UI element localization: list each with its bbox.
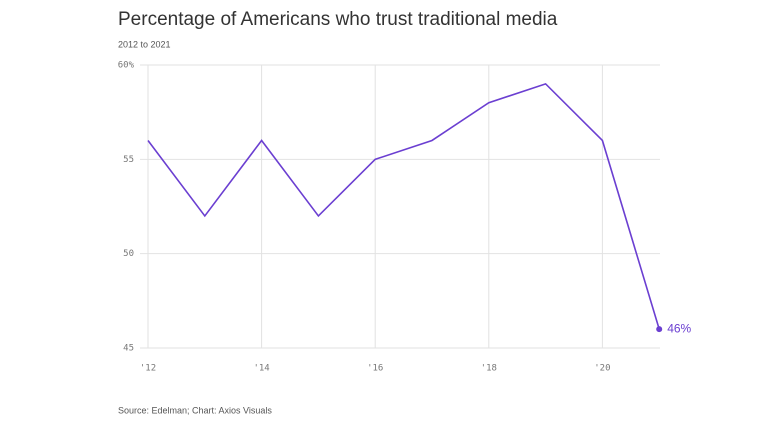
x-tick-label: '14 [253, 364, 269, 374]
x-tick-label: '16 [367, 364, 383, 374]
chart-subtitle: 2012 to 2021 [118, 39, 171, 49]
x-tick-label: '18 [481, 364, 497, 374]
line [147, 82, 660, 330]
y-tick-label: 50 [123, 249, 134, 259]
y-tick-label: 55 [123, 155, 134, 165]
chart-title: Percentage of Americans who trust tradit… [118, 9, 558, 30]
x-tick-label: '12 [140, 364, 156, 374]
point [656, 326, 663, 333]
chart-source: Source: Edelman; Chart: Axios Visuals [118, 405, 272, 415]
x-tick-label: '20 [594, 364, 610, 374]
y-tick-label: 60% [118, 61, 135, 71]
y-tick-label: 45 [123, 344, 134, 354]
data-label: 46% [667, 321, 691, 335]
